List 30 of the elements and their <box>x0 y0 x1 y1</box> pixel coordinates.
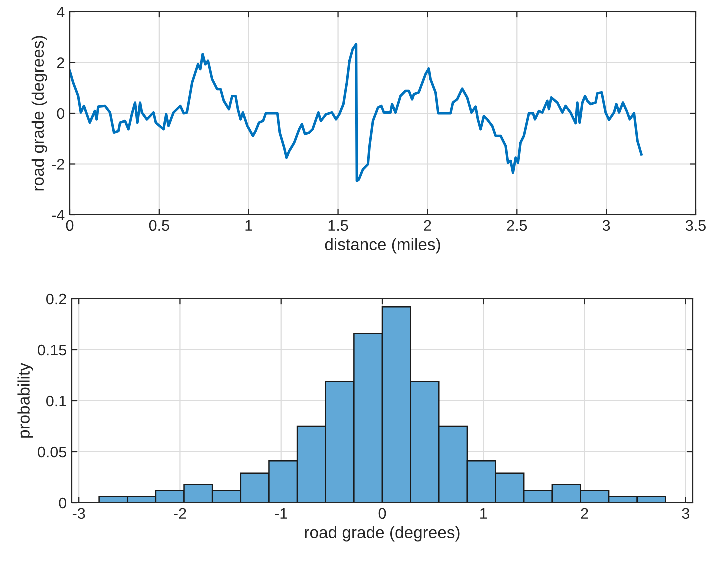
x-tick-label: -2 <box>174 508 186 519</box>
x-tick-label: -3 <box>72 508 86 520</box>
line-series <box>70 43 643 182</box>
x-tick-label: 3 <box>602 220 610 232</box>
y-tick-label: 0.2 <box>46 294 66 305</box>
x-axis-title: distance (miles) <box>325 238 440 254</box>
x-tick-label: 3 <box>682 508 690 520</box>
x-tick-label: 0 <box>66 220 74 232</box>
y-tick-label: 2 <box>57 58 64 68</box>
y-axis-title: road grade (degrees) <box>32 36 48 191</box>
x-tick-label: 0.5 <box>149 220 170 232</box>
x-tick-label: 0 <box>378 508 386 520</box>
x-tick-label: 1 <box>246 220 252 231</box>
x-tick-label: 1 <box>480 508 488 519</box>
x-tick-label: 1.5 <box>328 220 348 232</box>
y-tick-label: -4 <box>52 210 65 221</box>
y-tick-label: 0 <box>57 108 65 120</box>
x-tick-label: -1 <box>275 508 288 519</box>
x-tick-label: 3.5 <box>686 220 706 232</box>
y-tick-label: 0 <box>59 498 67 509</box>
y-axis-title: probability <box>18 363 34 438</box>
y-tick-label: 0.15 <box>38 344 66 356</box>
y-tick-label: -2 <box>52 159 64 170</box>
y-tick-label: 0.1 <box>46 396 66 407</box>
x-tick-label: 2 <box>424 220 432 231</box>
x-axis-title: road grade (degrees) <box>305 526 460 542</box>
y-tick-label: 0.05 <box>38 446 66 458</box>
x-tick-label: 2 <box>581 508 588 519</box>
y-tick-label: 4 <box>56 7 65 18</box>
x-tick-label: 2.5 <box>507 220 528 232</box>
